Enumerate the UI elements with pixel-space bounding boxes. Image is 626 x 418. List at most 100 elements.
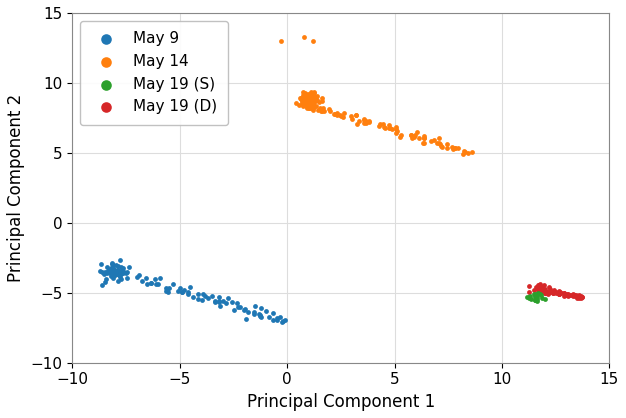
May 9 xyxy=(108,274,118,281)
May 14 xyxy=(354,118,364,125)
May 19 (D) xyxy=(574,292,584,299)
May 14 xyxy=(304,104,314,111)
May 14 xyxy=(308,105,318,112)
May 19 (S) xyxy=(530,294,540,301)
May 14 xyxy=(275,38,285,44)
May 9 xyxy=(117,267,127,274)
May 14 xyxy=(335,112,345,119)
May 14 xyxy=(306,89,316,95)
May 19 (D) xyxy=(573,294,583,301)
May 9 xyxy=(106,268,116,275)
May 9 xyxy=(104,269,114,275)
May 9 xyxy=(113,278,123,285)
May 14 xyxy=(419,135,429,141)
May 9 xyxy=(108,262,118,268)
May 9 xyxy=(111,271,121,278)
May 9 xyxy=(106,267,116,273)
May 9 xyxy=(110,272,120,279)
May 14 xyxy=(314,98,324,105)
May 19 (D) xyxy=(574,294,584,301)
May 14 xyxy=(291,99,301,106)
May 19 (D) xyxy=(553,288,563,295)
May 14 xyxy=(300,100,310,107)
May 14 xyxy=(309,94,319,100)
May 19 (S) xyxy=(530,296,540,303)
May 19 (S) xyxy=(529,291,539,297)
May 14 xyxy=(305,97,316,104)
May 14 xyxy=(305,103,316,110)
May 9 xyxy=(122,269,132,275)
May 14 xyxy=(304,101,314,107)
May 9 xyxy=(97,281,107,288)
May 9 xyxy=(116,264,126,270)
May 19 (S) xyxy=(535,291,545,298)
May 9 xyxy=(106,271,116,278)
May 14 xyxy=(331,111,341,117)
May 9 xyxy=(255,312,265,319)
May 9 xyxy=(277,319,287,325)
May 9 xyxy=(220,299,230,306)
May 9 xyxy=(162,284,172,291)
May 19 (D) xyxy=(548,289,558,296)
May 9 xyxy=(103,268,113,275)
May 9 xyxy=(140,275,150,281)
May 9 xyxy=(97,269,107,275)
May 14 xyxy=(339,114,349,120)
May 9 xyxy=(116,275,126,282)
May 9 xyxy=(213,298,223,304)
May 9 xyxy=(111,270,121,277)
May 19 (D) xyxy=(545,285,555,292)
May 19 (D) xyxy=(540,289,550,296)
May 14 xyxy=(391,123,401,130)
May 19 (D) xyxy=(555,290,565,296)
May 14 xyxy=(385,125,395,131)
May 14 xyxy=(396,133,406,140)
May 9 xyxy=(173,288,183,295)
May 9 xyxy=(100,271,110,278)
May 14 xyxy=(429,137,439,144)
May 9 xyxy=(103,268,113,275)
May 19 (D) xyxy=(533,283,543,290)
May 9 xyxy=(121,274,131,281)
May 9 xyxy=(108,273,118,279)
May 14 xyxy=(376,120,386,127)
May 9 xyxy=(108,265,118,271)
May 9 xyxy=(102,270,112,277)
May 14 xyxy=(396,132,406,138)
May 9 xyxy=(105,268,115,275)
May 9 xyxy=(114,271,124,278)
May 14 xyxy=(317,108,327,115)
May 19 (D) xyxy=(560,293,570,299)
May 19 (D) xyxy=(563,293,573,300)
May 19 (D) xyxy=(566,291,576,298)
May 14 xyxy=(294,95,304,102)
May 9 xyxy=(131,273,141,280)
May 19 (D) xyxy=(535,287,545,293)
May 19 (D) xyxy=(524,283,534,289)
May 19 (D) xyxy=(533,286,543,293)
May 14 xyxy=(315,105,325,112)
May 9 xyxy=(210,297,220,304)
May 14 xyxy=(436,143,446,149)
May 14 xyxy=(467,149,477,155)
May 9 xyxy=(249,311,259,317)
May 19 (D) xyxy=(553,291,563,298)
May 19 (D) xyxy=(563,291,573,298)
May 14 xyxy=(316,107,326,114)
May 14 xyxy=(409,134,419,140)
May 9 xyxy=(198,290,208,297)
May 19 (S) xyxy=(530,292,540,298)
May 14 xyxy=(413,129,423,135)
May 9 xyxy=(264,314,274,320)
May 9 xyxy=(215,303,225,310)
May 19 (D) xyxy=(562,291,572,298)
May 14 xyxy=(308,38,318,44)
May 19 (D) xyxy=(543,290,553,297)
May 14 xyxy=(364,119,374,126)
May 14 xyxy=(332,111,342,118)
May 19 (D) xyxy=(535,283,545,289)
May 9 xyxy=(96,261,106,268)
May 9 xyxy=(256,305,266,311)
May 9 xyxy=(106,261,116,268)
May 14 xyxy=(295,96,305,103)
